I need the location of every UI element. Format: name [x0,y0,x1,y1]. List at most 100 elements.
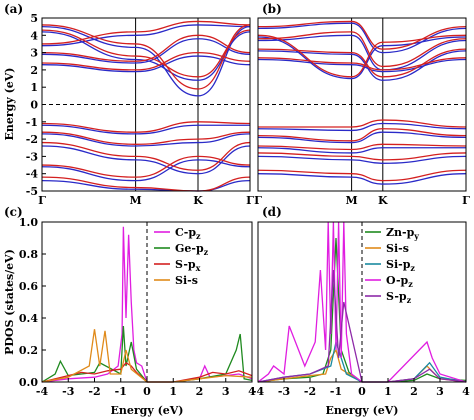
x-tick-label: -1 [115,385,127,398]
legend-entry: Si-s [386,242,409,255]
band-line-spin-up [258,119,467,128]
band-line-spin-up [257,31,467,68]
pdos-line-s-pz [257,269,467,383]
band-line-spin-up [41,20,251,45]
y-tick-label: 0.4 [19,312,38,325]
legend-entry: S-pz [386,290,412,305]
pdos-line-si-s [41,329,253,383]
x-tick-label: M [346,194,358,207]
band-line-spin-up [257,57,467,71]
legend-entry: O-pz [386,274,413,289]
y-tick-label: 1.0 [19,216,38,229]
band-line-spin-up [257,169,467,182]
band-line-spin-up [41,141,251,171]
band-structure-panel-a: (a) Energy (eV) 5 4 3 2 1 0 -1 -2 -3 -4 -5 Γ M K Γ [3,2,254,207]
x-tick-label: 1 [169,385,177,398]
band-structure-panel-b: (b) Γ M K Γ [254,2,470,207]
y-tick-label: 5 [30,12,38,25]
x-tick-label: 4 [462,385,470,398]
band-line-spin-up [41,121,251,133]
band-line-spin-down [41,145,251,175]
band-line-spin-up [257,20,467,50]
band-line-spin-down [41,159,251,182]
y-axis-title-pdos: PDOS (states/eV) [3,249,16,355]
panel-label-d: (d) [262,205,282,219]
x-tick-label: -3 [278,385,290,398]
legend-entry: S-px [175,258,201,273]
y-tick-label: -5 [26,185,38,198]
y-tick-label: 4 [30,29,38,42]
band-line-spin-up [41,176,251,192]
y-tick-label: -4 [26,168,39,181]
x-tick-label: 3 [222,385,230,398]
band-line-spin-down [41,124,250,135]
band-line-spin-down [257,147,466,154]
band-line-spin-up [41,51,251,71]
x-axis-title-c: Energy (eV) [110,404,183,417]
band-line-spin-down [257,36,467,80]
band-line-spin-up [41,34,251,62]
band-line-spin-down [41,133,251,147]
y-tick-label: 0.0 [19,376,38,389]
x-tick-label: Γ [38,194,46,207]
panel-label-b: (b) [262,2,282,16]
x-tick-label: 0 [358,385,366,398]
x-tick-label: Γ [246,194,254,207]
x-tick-label: Γ [254,194,262,207]
x-tick-label: K [378,194,388,207]
x-tick-label: 0 [143,385,151,398]
y-tick-label: 2 [30,64,38,77]
band-line-spin-up [41,131,251,145]
x-tick-label: 2 [196,385,204,398]
x-tick-label: -4 [252,385,265,398]
band-line-spin-down [257,58,467,73]
band-line-spin-down [257,122,467,132]
band-line-spin-up [257,128,467,142]
legend-entry: Zn-py [386,226,419,241]
x-tick-label: Γ [462,194,470,207]
band-line-spin-down [257,155,467,164]
y-axis-title-energy: Energy (eV) [3,67,16,140]
band-line-spin-down [257,173,467,185]
y-tick-label: 3 [30,47,38,60]
y-tick-label: -1 [26,116,38,129]
band-line-spin-down [41,179,251,192]
x-tick-label: 4 [248,385,256,398]
y-tick-label: 1 [30,81,38,94]
x-tick-label: K [193,194,203,207]
y-tick-label: -3 [26,150,38,163]
x-tick-label: -1 [330,385,342,398]
y-tick-label: -2 [26,133,38,146]
band-line-spin-up [257,143,467,151]
band-line-spin-down [41,38,251,64]
panel-label-a: (a) [4,2,23,16]
band-line-spin-up [257,34,467,78]
band-line-spin-up [257,152,467,161]
y-tick-label: 0.6 [19,280,38,293]
legend-entry: Ge-pz [175,242,209,257]
band-line-spin-up [41,155,251,178]
x-tick-label: -2 [304,385,316,398]
band-line-spin-up [41,29,251,78]
legend-entry: C-pz [175,226,201,241]
x-tick-label: M [130,194,142,207]
x-tick-label: -3 [62,385,74,398]
band-line-spin-down [257,131,467,144]
y-tick-label: 0.8 [19,248,38,261]
legend-entry: Si-s [175,274,198,287]
x-tick-label: -2 [88,385,100,398]
panel-label-c: (c) [4,205,23,219]
y-tick-label: 0 [30,99,38,112]
x-tick-label: 3 [436,385,444,398]
pdos-line-zn-py [257,237,467,383]
legend-entry: Si-pz [386,258,415,273]
band-line-spin-down [41,24,251,47]
x-tick-label: 2 [410,385,418,398]
x-tick-label: 1 [384,385,392,398]
pdos-line-s-px [41,361,253,383]
pdos-panel-c: (c) PDOS (states/eV) 1.00.80.60.40.20.0 … [3,205,256,417]
x-axis-title-d: Energy (eV) [325,404,398,417]
y-tick-label: 0.2 [19,344,38,357]
